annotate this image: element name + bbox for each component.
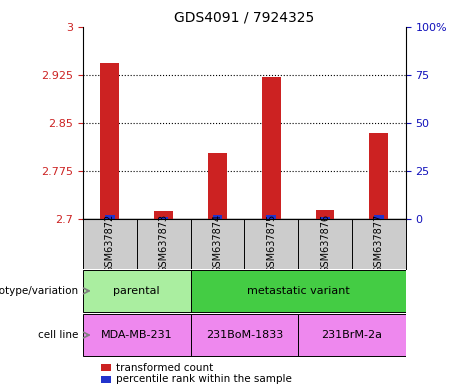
Text: GSM637877: GSM637877 (374, 214, 384, 273)
Text: GSM637873: GSM637873 (159, 214, 169, 273)
Text: percentile rank within the sample: percentile rank within the sample (116, 374, 292, 384)
Bar (266, 215, 276, 219)
Title: GDS4091 / 7924325: GDS4091 / 7924325 (174, 10, 314, 24)
Bar (154, 210, 173, 219)
Bar (374, 215, 384, 219)
Bar (213, 215, 222, 219)
Text: metastatic variant: metastatic variant (247, 286, 349, 296)
Text: MDA-MB-231: MDA-MB-231 (101, 330, 172, 340)
Bar (83, 314, 190, 356)
Bar (369, 133, 388, 219)
Text: parental: parental (113, 286, 160, 296)
Bar (316, 210, 334, 219)
Bar (190, 270, 406, 312)
Text: GSM637874: GSM637874 (213, 214, 223, 273)
Text: GSM637872: GSM637872 (105, 214, 115, 273)
Text: genotype/variation: genotype/variation (0, 286, 78, 296)
Bar (208, 153, 227, 219)
Bar (105, 215, 115, 219)
Text: cell line: cell line (38, 330, 78, 340)
Bar (190, 314, 298, 356)
Text: GSM637876: GSM637876 (320, 214, 330, 273)
Bar (298, 314, 406, 356)
Bar (262, 77, 281, 219)
Bar (83, 270, 190, 312)
Bar (159, 217, 168, 219)
Text: GSM637875: GSM637875 (266, 214, 276, 273)
Bar (100, 63, 119, 219)
Bar (320, 217, 330, 219)
Text: 231BoM-1833: 231BoM-1833 (206, 330, 283, 340)
Text: 231BrM-2a: 231BrM-2a (321, 330, 382, 340)
Text: transformed count: transformed count (116, 363, 213, 373)
